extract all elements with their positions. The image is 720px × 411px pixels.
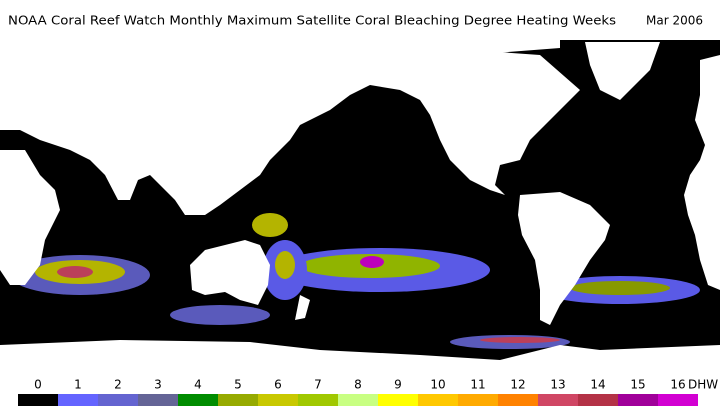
legend-swatch — [658, 394, 698, 406]
legend-label: 14 — [590, 378, 605, 392]
eurasia — [0, 40, 560, 215]
north-america — [345, 50, 580, 195]
south-america — [518, 192, 610, 325]
legend-label: 1 — [74, 378, 82, 392]
new-zealand — [295, 295, 310, 320]
legend-label: 2 — [114, 378, 122, 392]
legend-label: 3 — [154, 378, 162, 392]
europe-africa-right — [684, 55, 720, 290]
legend-label: 4 — [194, 378, 202, 392]
legend-label: 0 — [34, 378, 42, 392]
legend-label: 12 — [510, 378, 525, 392]
legend-swatch — [498, 394, 538, 406]
antarctica — [0, 340, 720, 370]
map-title: NOAA Coral Reef Watch Monthly Maximum Sa… — [8, 14, 616, 28]
legend-swatch — [378, 394, 418, 406]
legend-label: 9 — [394, 378, 402, 392]
legend-swatch — [418, 394, 458, 406]
legend-swatch — [218, 394, 258, 406]
legend-label: 11 — [470, 378, 485, 392]
legend-swatch — [298, 394, 338, 406]
australia — [190, 240, 270, 305]
legend-swatch — [618, 394, 658, 406]
legend-swatch — [578, 394, 618, 406]
legend-swatch — [178, 394, 218, 406]
legend-label: 10 — [430, 378, 445, 392]
heat-patches — [4, 56, 700, 349]
legend-swatch — [18, 394, 58, 406]
legend-label: 16 — [670, 378, 685, 392]
legend-label: 8 — [354, 378, 362, 392]
greenland — [585, 42, 660, 100]
legend-label: 15 — [630, 378, 645, 392]
legend-swatch — [458, 394, 498, 406]
map — [0, 40, 720, 370]
legend-swatch — [258, 394, 298, 406]
legend: 0 1 2 3 4 5 6 7 8 9 10 11 12 13 14 15 16 DHW — [18, 378, 718, 406]
legend-swatch — [538, 394, 578, 406]
legend-swatch — [338, 394, 378, 406]
legend-label: 6 — [274, 378, 282, 392]
legend-swatch — [98, 394, 138, 406]
legend-label: 7 — [314, 378, 322, 392]
legend-swatch — [138, 394, 178, 406]
legend-label: 5 — [234, 378, 242, 392]
africa-left — [0, 150, 60, 285]
legend-unit: DHW — [688, 378, 718, 392]
legend-label: 13 — [550, 378, 565, 392]
date-label: Mar 2006 — [646, 14, 703, 28]
legend-swatch — [58, 394, 98, 406]
